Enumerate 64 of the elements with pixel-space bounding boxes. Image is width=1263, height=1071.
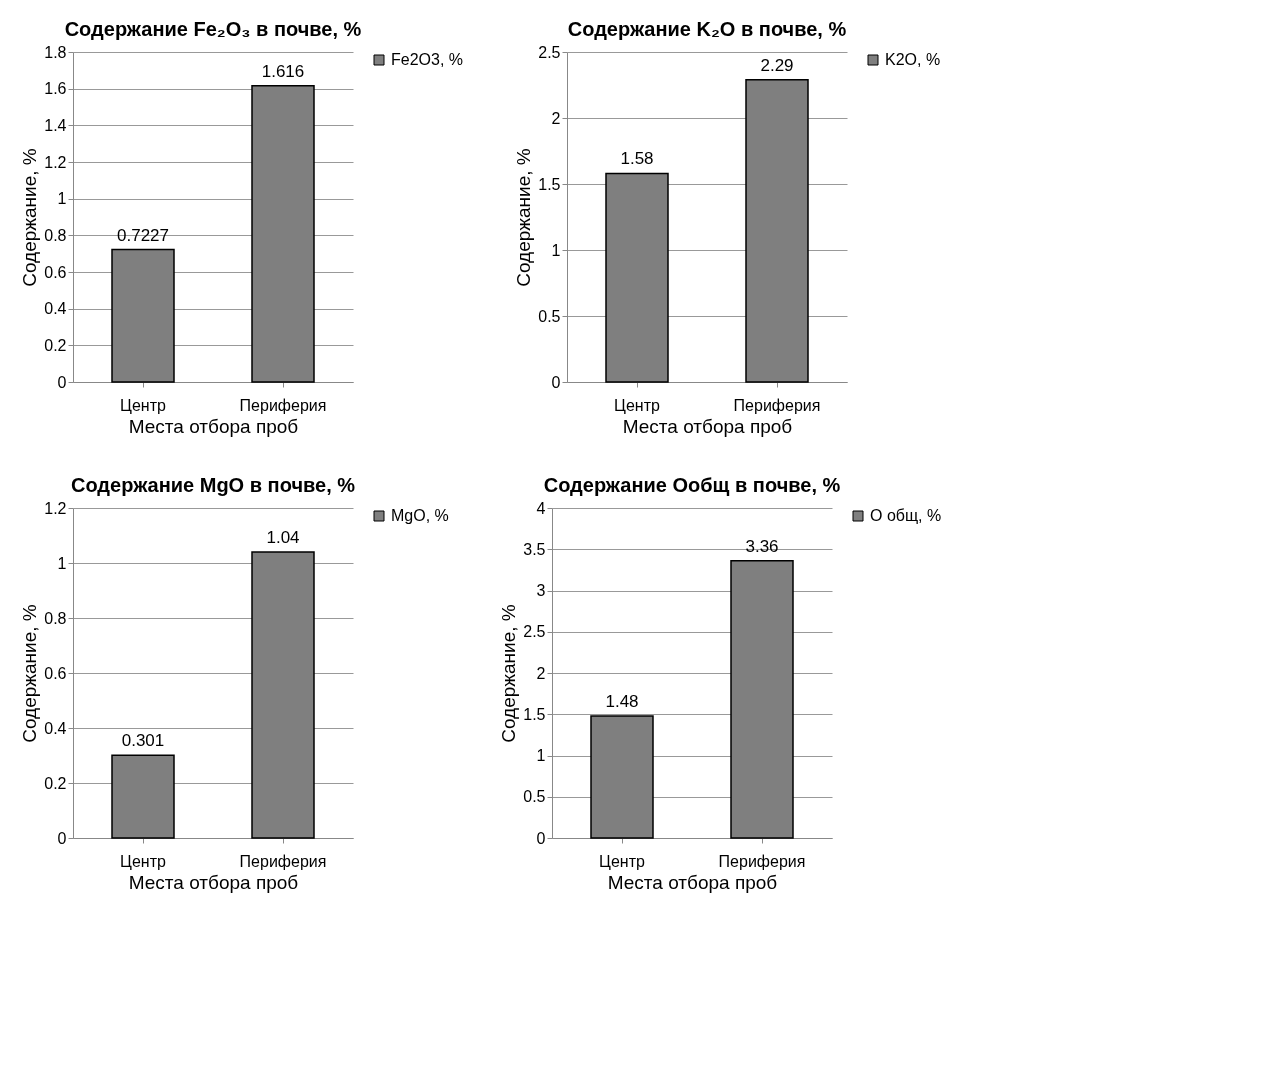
y-tick-label: 1 <box>551 241 561 259</box>
x-tick-label: Периферия <box>239 396 327 414</box>
y-tick-label: 2.5 <box>523 623 546 641</box>
data-label: 1.58 <box>620 149 654 169</box>
x-tick-label: Периферия <box>239 852 327 870</box>
y-tick-label: 0.4 <box>44 719 67 737</box>
y-tick-label: 2 <box>536 664 546 682</box>
chart-title: Содержание K₂O в почве, % <box>567 18 847 40</box>
y-tick-label: 1.5 <box>538 175 561 193</box>
y-tick-label: 0.5 <box>538 307 561 325</box>
legend-label: O общ, % <box>870 507 942 524</box>
legend-label: MgO, % <box>391 507 449 524</box>
y-tick-label: 0.6 <box>44 664 67 682</box>
data-label: 0.7227 <box>117 225 169 245</box>
y-tick-label: 0.4 <box>44 300 67 318</box>
y-tick-label: 1.4 <box>44 116 67 134</box>
y-tick-label: 0.2 <box>44 774 67 792</box>
chart-title: Содержание Oобщ в почве, % <box>543 474 841 496</box>
data-label: 1.04 <box>266 528 300 547</box>
y-tick-label: 3.5 <box>523 540 546 558</box>
x-axis-title: Места отбора проб <box>128 415 299 437</box>
legend-label: K2O, % <box>885 51 941 68</box>
y-tick-label: 0.8 <box>44 609 67 627</box>
y-tick-label: 0 <box>57 373 67 391</box>
y-tick-label: 1.6 <box>44 80 67 98</box>
y-tick-label: 4 <box>536 499 546 517</box>
y-tick-label: 1.2 <box>44 499 67 517</box>
x-axis-title: Места отбора проб <box>622 415 793 437</box>
x-tick-label: Центр <box>614 396 660 414</box>
data-label: 0.301 <box>121 731 165 751</box>
y-tick-label: 2 <box>551 109 561 127</box>
y-tick-label: 0.5 <box>523 788 546 806</box>
data-label: 1.48 <box>605 691 639 711</box>
legend-label: Fe2O3, % <box>391 51 464 68</box>
y-tick-label: 1 <box>57 554 67 572</box>
y-tick-label: 0.6 <box>44 263 67 281</box>
y-tick-label: 0.2 <box>44 336 67 354</box>
y-tick-label: 0 <box>551 373 561 391</box>
y-axis-title: Содержание, % <box>498 604 520 743</box>
chart-title: Содержание MgO в почве, % <box>70 474 356 496</box>
y-axis-title: Содержание, % <box>513 148 535 287</box>
y-axis-title: Содержание, % <box>19 604 41 743</box>
x-tick-label: Центр <box>599 852 645 870</box>
y-tick-label: 0 <box>57 829 67 847</box>
data-label: 2.29 <box>760 55 794 75</box>
x-axis-title: Места отбора проб <box>128 871 299 893</box>
data-label: 1.616 <box>261 61 305 81</box>
y-tick-label: 0.8 <box>44 226 67 244</box>
y-axis-title: Содержание, % <box>19 148 41 287</box>
chart-title: Содержание Fe₂O₃ в почве, % <box>64 18 362 40</box>
y-tick-label: 1.2 <box>44 153 67 171</box>
y-tick-label: 1 <box>57 190 67 208</box>
data-label: 3.36 <box>745 536 779 556</box>
y-tick-label: 0 <box>536 829 546 847</box>
x-axis-title: Места отбора проб <box>607 871 778 893</box>
y-tick-label: 1 <box>536 747 546 764</box>
x-tick-label: Центр <box>120 396 166 414</box>
y-tick-label: 2.5 <box>538 43 561 61</box>
y-tick-label: 1.5 <box>523 705 546 723</box>
y-tick-label: 1.8 <box>44 43 67 61</box>
x-tick-label: Центр <box>120 852 166 870</box>
x-tick-label: Периферия <box>733 396 821 414</box>
y-tick-label: 3 <box>536 582 546 599</box>
x-tick-label: Периферия <box>718 852 806 870</box>
